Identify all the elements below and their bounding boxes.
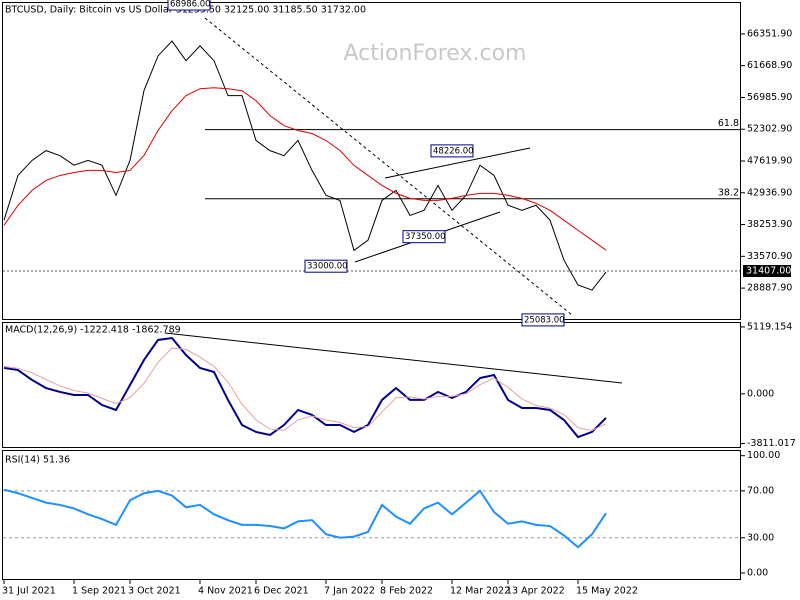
- y-tick-label: 0.00: [747, 567, 768, 578]
- annotation-box: [402, 230, 446, 244]
- x-tick-label: 8 Feb 2022: [380, 586, 433, 597]
- series-line: [3, 87, 607, 251]
- price-frame: [2, 2, 741, 320]
- annotation-box: [521, 313, 565, 327]
- annotation-label: 37350.00: [405, 232, 446, 242]
- y-tick-label: 66351.90: [747, 28, 792, 39]
- x-tick-label: 7 Jan 2022: [324, 586, 375, 597]
- channel-line: [384, 147, 531, 179]
- y-tick-label: 42936.90: [747, 187, 792, 198]
- macd-title: MACD(12,26,9) -1222.418 -1862.789: [5, 325, 181, 336]
- rsi-frame: [2, 450, 741, 580]
- fib-label: 61.8: [718, 118, 739, 129]
- rsi-title: RSI(14) 51.36: [5, 455, 70, 466]
- y-tick-label: 52302.90: [747, 124, 792, 135]
- current-price-box: [743, 265, 791, 278]
- x-tick-label: 15 May 2022: [576, 586, 638, 597]
- series-line: [3, 336, 607, 439]
- fib-label: 38.2: [718, 187, 739, 198]
- y-tick-label: 100.00: [747, 450, 780, 461]
- macd-trend-line: [164, 332, 623, 384]
- x-tick-label: 1 Sep 2021: [72, 586, 126, 597]
- y-tick-label: 70.00: [747, 485, 774, 496]
- y-tick-label: 47619.90: [747, 156, 792, 167]
- y-tick-label: 33570.90: [747, 251, 792, 262]
- x-tick-label: 3 Oct 2021: [128, 586, 181, 597]
- macd-frame: [2, 322, 741, 448]
- series-line: [3, 347, 607, 431]
- annotation-label: 25083.00: [524, 315, 565, 325]
- series-line: [3, 40, 607, 291]
- annotation-box: [167, 0, 211, 11]
- trend-line: [204, 17, 573, 316]
- series-line: [3, 488, 607, 549]
- y-tick-label: -3811.017: [747, 438, 796, 449]
- annotation-label: 48226.00: [433, 146, 474, 156]
- x-tick-label: 12 Mar 2022: [450, 586, 510, 597]
- x-tick-label: 6 Dec 2021: [254, 586, 309, 597]
- watermark: ActionForex.com: [344, 41, 527, 66]
- y-tick-label: 56985.90: [747, 92, 792, 103]
- x-tick-label: 4 Nov 2021: [198, 586, 253, 597]
- annotation-label: 33000.00: [307, 262, 348, 272]
- y-tick-label: 28887.90: [747, 283, 792, 294]
- y-tick-label: 38253.90: [747, 219, 792, 230]
- y-tick-label: 0.000: [747, 388, 774, 399]
- annotation-box: [304, 259, 348, 273]
- y-tick-label: 61668.90: [747, 60, 792, 71]
- x-tick-label: 31 Jul 2021: [2, 586, 56, 597]
- annotation-label: 68986.00: [170, 0, 211, 10]
- annotation-box: [430, 144, 474, 158]
- x-tick-label: 13 Apr 2022: [506, 586, 565, 597]
- y-tick-label: 30.00: [747, 532, 774, 543]
- y-tick-label: 5119.154: [747, 321, 792, 332]
- current-price-label: 31407.00: [746, 266, 791, 277]
